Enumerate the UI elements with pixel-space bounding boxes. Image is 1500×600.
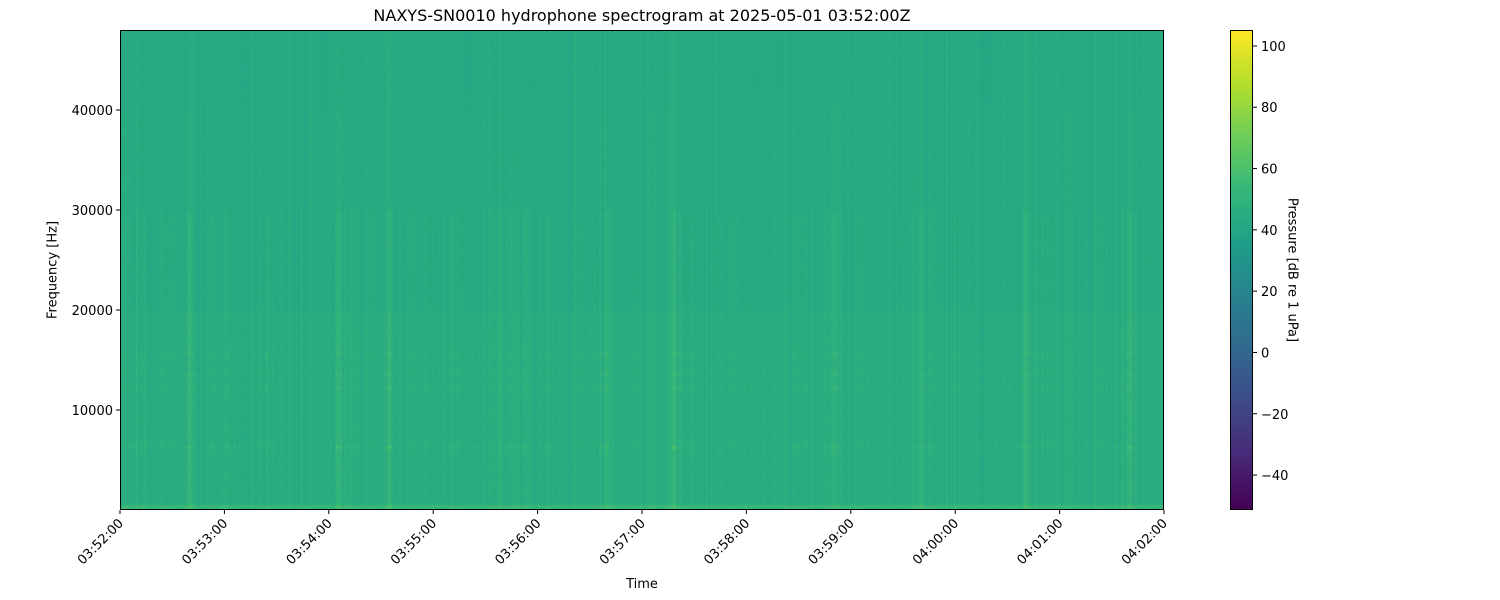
y-tick-label: 30000: [72, 204, 113, 219]
colorbar: [1230, 30, 1253, 510]
colorbar-label: Pressure [dB re 1 uPa]: [1284, 197, 1300, 343]
colorbar-tick-label: 20: [1261, 285, 1278, 300]
colorbar-tick-label: −40: [1261, 469, 1288, 484]
y-tick-label: 10000: [72, 404, 113, 419]
colorbar-tick-label: 60: [1261, 163, 1278, 178]
x-tick-label: 03:53:00: [179, 516, 231, 568]
spectrogram-heatmap: [120, 30, 1164, 510]
colorbar-tick-label: 0: [1261, 346, 1269, 361]
colorbar-tick-label: 80: [1261, 101, 1278, 116]
chart-title: NAXYS-SN0010 hydrophone spectrogram at 2…: [373, 6, 911, 25]
x-axis-label: Time: [626, 577, 658, 592]
x-tick-label: 04:01:00: [1015, 516, 1067, 568]
x-tick-label: 04:00:00: [910, 516, 962, 568]
colorbar-tick-label: 100: [1261, 40, 1286, 55]
x-tick-label: 03:56:00: [493, 516, 545, 568]
x-tick-label: 04:02:00: [1119, 516, 1171, 568]
x-tick-label: 03:55:00: [388, 516, 440, 568]
x-tick-label: 03:54:00: [284, 516, 336, 568]
y-axis-label: Frequency [Hz]: [45, 220, 61, 320]
x-tick-label: 03:58:00: [701, 516, 753, 568]
colorbar-tick-label: 40: [1261, 224, 1278, 239]
y-tick-label: 40000: [72, 104, 113, 119]
x-tick-label: 03:59:00: [806, 516, 858, 568]
y-tick-label: 20000: [72, 304, 113, 319]
x-tick-label: 03:57:00: [597, 516, 649, 568]
colorbar-frame: [1230, 30, 1253, 510]
colorbar-tick-label: −20: [1261, 408, 1288, 423]
x-tick-label: 03:52:00: [75, 516, 127, 568]
